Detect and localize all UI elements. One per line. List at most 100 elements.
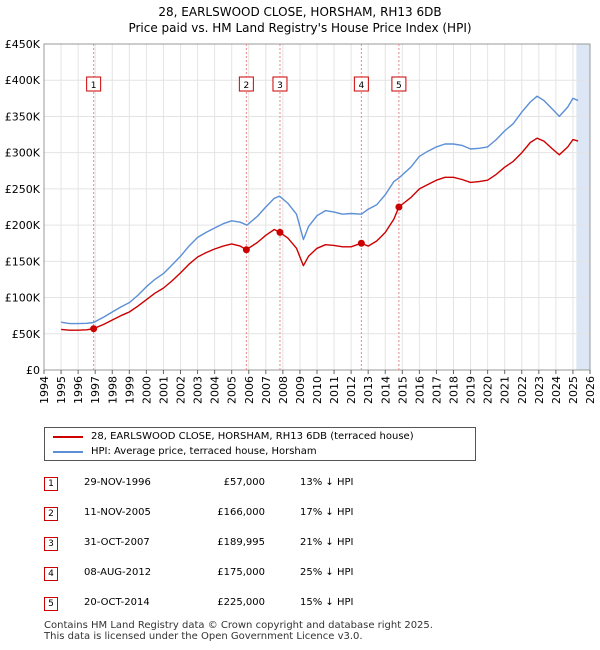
- property-series-line: [61, 137, 579, 331]
- x-tick-label: 2006: [243, 376, 256, 404]
- sale-marker-number: 2: [243, 81, 249, 91]
- sale-number-badge: 5: [44, 597, 58, 611]
- forecast-shade: [576, 44, 590, 370]
- sale-point: [357, 239, 365, 247]
- sale-date: 11-NOV-2005: [84, 507, 151, 518]
- y-tick-label: £300K: [5, 147, 41, 160]
- chart-title-line1: 28, EARLSWOOD CLOSE, HORSHAM, RH13 6DB: [158, 5, 442, 19]
- x-tick-label: 1995: [55, 376, 68, 404]
- x-tick-label: 2018: [448, 376, 461, 404]
- y-tick-label: £400K: [5, 74, 41, 87]
- x-tick-label: 2002: [175, 376, 188, 404]
- price-chart: 1 2 3 4 5 £0 £50K £100K £150K £200K £250K £300K £350…: [5, 38, 597, 404]
- sale-price: £189,995: [217, 537, 265, 548]
- x-tick-label: 2005: [226, 376, 239, 404]
- x-tick-label: 2010: [311, 376, 324, 404]
- y-tick-label: £100K: [5, 292, 41, 305]
- sale-marker-label: 2: [238, 76, 254, 92]
- x-tick-label: 2008: [277, 376, 290, 404]
- table-row: 1 29-NOV-1996 £57,000 13% ↓ HPI: [0, 470, 600, 500]
- sale-marker-box: [353, 76, 369, 92]
- x-tick-label: 1997: [89, 376, 102, 404]
- footer-licence: This data is licensed under the Open Gov…: [44, 631, 363, 642]
- x-tick-label: 2003: [192, 376, 205, 404]
- x-tick-label: 2000: [140, 376, 153, 404]
- sale-marker-label: 5: [391, 76, 407, 92]
- y-tick-label: £450K: [5, 38, 41, 51]
- sale-point: [395, 203, 403, 211]
- legend-line-property: [53, 436, 83, 438]
- footer: Contains HM Land Registry data © Crown c…: [44, 620, 433, 642]
- y-tick-label: £50K: [12, 328, 41, 341]
- y-tick-label: £200K: [5, 219, 41, 232]
- sale-price: £175,000: [217, 567, 265, 578]
- sale-point: [242, 246, 250, 254]
- sale-marker-box: [238, 76, 254, 92]
- sale-price: £225,000: [217, 597, 265, 608]
- sale-date: 20-OCT-2014: [84, 597, 150, 608]
- sale-marker-label: 1: [86, 76, 102, 92]
- sale-marker-box: [272, 76, 288, 92]
- sale-date: 31-OCT-2007: [84, 537, 150, 548]
- table-row: 3 31-OCT-2007 £189,995 21% ↓ HPI: [0, 530, 600, 560]
- x-tick-label: 1996: [72, 376, 85, 404]
- legend-line-hpi: [53, 451, 83, 453]
- x-tick-label: 2001: [157, 376, 170, 404]
- sale-number-badge: 4: [44, 567, 58, 581]
- sale-marker-label: 4: [353, 76, 369, 92]
- chart-title-line2: Price paid vs. HM Land Registry's House …: [128, 21, 472, 35]
- sale-marker-number: 1: [91, 81, 97, 91]
- sale-price: £57,000: [223, 477, 265, 488]
- x-tick-label: 2007: [260, 376, 273, 404]
- x-tick-label: 2015: [396, 376, 409, 404]
- sale-marker-box: [86, 76, 102, 92]
- x-tick-label: 2013: [362, 376, 375, 404]
- sale-number-badge: 2: [44, 507, 58, 521]
- y-tick-label: £150K: [5, 255, 41, 268]
- legend-label-hpi: HPI: Average price, terraced house, Hors…: [91, 446, 317, 457]
- sale-date: 08-AUG-2012: [84, 567, 152, 578]
- sale-marker-number: 4: [358, 81, 364, 91]
- x-tick-label: 2012: [345, 376, 358, 404]
- x-tick-label: 2019: [465, 376, 478, 404]
- footer-copyright: Contains HM Land Registry data © Crown c…: [44, 620, 433, 631]
- x-tick-label: 2004: [209, 376, 222, 404]
- x-tick-label: 2023: [533, 376, 546, 404]
- legend-label-property: 28, EARLSWOOD CLOSE, HORSHAM, RH13 6DB (…: [91, 431, 414, 442]
- sale-point: [276, 228, 284, 236]
- y-tick-label: £350K: [5, 110, 41, 123]
- x-tick-label: 2014: [379, 376, 392, 404]
- x-tick-label: 2009: [294, 376, 307, 404]
- x-tick-label: 2022: [516, 376, 529, 404]
- table-row: 2 11-NOV-2005 £166,000 17% ↓ HPI: [0, 500, 600, 530]
- x-tick-label: 2020: [482, 376, 495, 404]
- sale-point: [90, 325, 98, 333]
- sale-hpi-diff: 17% ↓ HPI: [300, 507, 354, 518]
- hpi-series-line: [60, 95, 579, 325]
- table-row: 4 08-AUG-2012 £175,000 25% ↓ HPI: [0, 560, 600, 590]
- sale-date: 29-NOV-1996: [84, 477, 151, 488]
- sale-number-badge: 3: [44, 537, 58, 551]
- x-tick-label: 2026: [584, 376, 597, 404]
- chart-legend: 28, EARLSWOOD CLOSE, HORSHAM, RH13 6DB (…: [44, 427, 476, 461]
- x-tick-label: 2016: [413, 376, 426, 404]
- x-tick-label: 2024: [550, 376, 563, 404]
- sale-hpi-diff: 25% ↓ HPI: [300, 567, 354, 578]
- x-tick-label: 2017: [430, 376, 443, 404]
- x-tick-label: 1994: [38, 376, 51, 404]
- sale-marker-number: 5: [396, 81, 402, 91]
- sale-marker-number: 3: [277, 81, 283, 91]
- sale-hpi-diff: 21% ↓ HPI: [300, 537, 354, 548]
- y-tick-label: £0: [26, 364, 40, 377]
- sale-price: £166,000: [217, 507, 265, 518]
- x-tick-label: 2021: [499, 376, 512, 404]
- x-tick-label: 1999: [123, 376, 136, 404]
- sale-marker-box: [391, 76, 407, 92]
- sale-hpi-diff: 15% ↓ HPI: [300, 597, 354, 608]
- table-row: 5 20-OCT-2014 £225,000 15% ↓ HPI: [0, 590, 600, 620]
- sale-marker-label: 3: [272, 76, 288, 92]
- sale-hpi-diff: 13% ↓ HPI: [300, 477, 354, 488]
- y-tick-label: £250K: [5, 183, 41, 196]
- x-tick-label: 2025: [567, 376, 580, 404]
- x-tick-label: 2011: [328, 376, 341, 404]
